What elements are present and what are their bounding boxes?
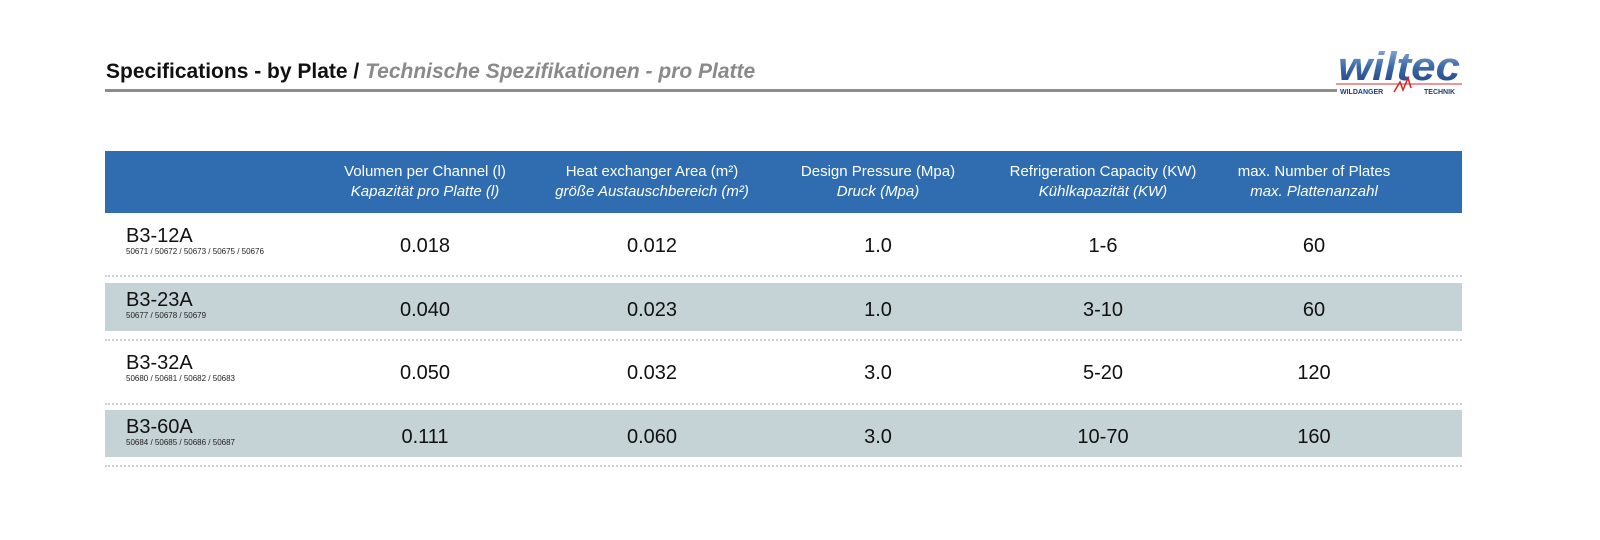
cell-value: 0.023 — [626, 299, 678, 321]
table-header: Volumen per Channel (l) Kapazität pro Pla… — [105, 151, 1462, 213]
cell-value: 5-20 — [1082, 362, 1124, 384]
part-numbers: 50671 / 50672 / 50673 / 50675 / 50676 — [126, 247, 264, 256]
model-name: B3-23A — [126, 289, 193, 311]
model-name: B3-32A — [126, 352, 193, 374]
model-name: B3-12A — [126, 225, 193, 247]
row-divider — [105, 339, 1462, 341]
row-divider — [105, 275, 1462, 277]
title-underline — [105, 89, 1337, 92]
title-de: Technische Spezifikationen - pro Platte — [365, 60, 756, 83]
row-divider — [105, 465, 1462, 467]
svg-text:TECHNIK: TECHNIK — [1424, 89, 1455, 96]
cell-value: 0.060 — [626, 425, 678, 448]
column-header-pressure: Design Pressure (Mpa) Druck (Mpa) — [800, 163, 956, 200]
cell-value: 0.111 — [401, 425, 449, 448]
part-numbers: 50684 / 50685 / 50686 / 50687 — [126, 437, 235, 447]
table-row: B3-12A 50671 / 50672 / 50673 / 50675 / 50… — [105, 214, 1462, 272]
model-name: B3-60A — [126, 415, 193, 438]
cell-value: 60 — [1302, 235, 1326, 257]
svg-text:wiltec: wiltec — [1338, 45, 1460, 89]
column-header-volume: Volumen per Channel (l) Kapazität pro Pla… — [344, 163, 506, 200]
cell-value: 1-6 — [1088, 235, 1118, 257]
table-row: B3-23A 50677 / 50678 / 50679 0.040 0.023 1.0… — [105, 283, 1462, 331]
cell-value: 3.0 — [864, 425, 892, 448]
cell-value: 120 — [1297, 362, 1331, 384]
column-header-capacity: Refrigeration Capacity (KW) Kühlkapazität… — [1009, 163, 1197, 200]
cell-value: 0.040 — [399, 299, 451, 321]
cell-value: 0.032 — [626, 362, 678, 384]
cell-value: 1.0 — [864, 235, 892, 257]
part-numbers: 50677 / 50678 / 50679 — [126, 311, 207, 320]
title-separator: / — [347, 60, 366, 83]
title-en: Specifications - by Plate — [106, 60, 348, 83]
cell-value: 0.050 — [399, 362, 451, 384]
part-numbers: 50680 / 50681 / 50682 / 50683 — [126, 374, 235, 383]
cell-value: 160 — [1297, 425, 1331, 448]
table-row: B3-60A 50684 / 50685 / 50686 / 50687 0.111… — [105, 410, 1462, 457]
column-header-plates: max. Number of Plates max. Plattenanzahl — [1237, 163, 1391, 200]
wiltec-logo: wiltec WILDANGER TECHNIK — [1336, 45, 1462, 96]
cell-value: 3.0 — [864, 362, 892, 384]
cell-value: 0.012 — [626, 235, 678, 257]
table-row: B3-32A 50680 / 50681 / 50682 / 50683 0.050… — [105, 340, 1462, 400]
page-title: Specifications - by Plate / Technische S… — [106, 60, 755, 84]
row-divider — [105, 403, 1462, 405]
cell-value: 10-70 — [1077, 425, 1129, 448]
column-header-area: Heat exchanger Area (m²) größe Austauschb… — [555, 163, 749, 200]
cell-value: 3-10 — [1082, 299, 1124, 321]
cell-value: 60 — [1302, 299, 1326, 321]
svg-text:WILDANGER: WILDANGER — [1340, 89, 1383, 96]
cell-value: 0.018 — [399, 235, 451, 257]
cell-value: 1.0 — [864, 299, 892, 321]
